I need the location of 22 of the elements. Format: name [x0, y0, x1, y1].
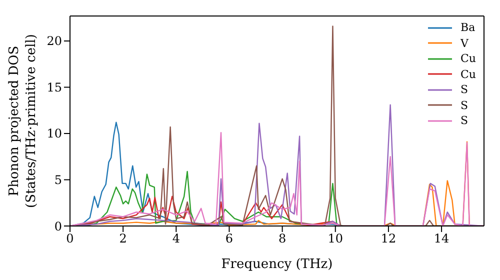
x-tick-label: 12	[380, 232, 396, 246]
legend-label: S	[460, 98, 468, 113]
x-tick-label: 4	[172, 232, 180, 246]
legend-label: Cu	[460, 66, 476, 82]
y-tick-label: 20	[46, 34, 62, 48]
y-axis-title: Phonon projected DOS (States/THz·primitive cell)	[7, 34, 39, 208]
y-tick-label: 10	[46, 126, 62, 141]
legend-label: V	[460, 36, 468, 51]
x-axis-title: Frequency (THz)	[221, 257, 333, 272]
y-tick-label: 0	[54, 219, 62, 234]
x-tick-label: 8	[278, 232, 286, 246]
x-tick-label: 14	[434, 232, 450, 246]
x-tick-label: 6	[225, 232, 234, 246]
legend-label: S	[460, 113, 468, 128]
y-tick-label: 5	[54, 173, 62, 188]
legend-label: S	[460, 82, 468, 98]
legend-label: Cu	[460, 51, 476, 66]
x-tick-label: 2	[119, 232, 127, 246]
y-tick-label: 15	[46, 80, 62, 94]
x-tick-label: 10	[328, 232, 344, 246]
legend-label: Ba	[460, 20, 476, 36]
x-tick-label: 0	[66, 232, 74, 246]
